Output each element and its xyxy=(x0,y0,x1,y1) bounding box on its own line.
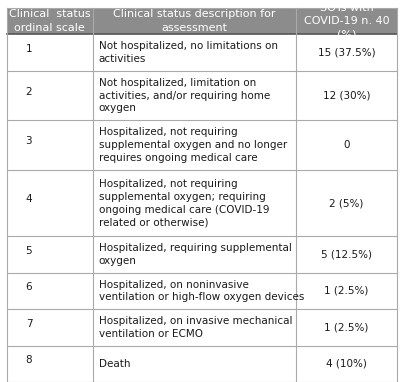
Text: Clinical  status
ordinal scale: Clinical status ordinal scale xyxy=(9,10,90,32)
Bar xyxy=(93,309,296,346)
Bar xyxy=(93,120,296,170)
Text: 4 (10%): 4 (10%) xyxy=(326,359,367,369)
Bar xyxy=(296,120,398,170)
Text: Not hospitalized, no limitations on
activities: Not hospitalized, no limitations on acti… xyxy=(98,41,278,64)
Text: 1: 1 xyxy=(26,44,32,54)
Bar xyxy=(296,170,398,236)
Text: SOTs with
COVID-19 n. 40
(%): SOTs with COVID-19 n. 40 (%) xyxy=(304,3,390,39)
Bar xyxy=(7,120,93,170)
Text: 4: 4 xyxy=(26,194,32,204)
Text: Hospitalized, on noninvasive
ventilation or high-flow oxygen devices: Hospitalized, on noninvasive ventilation… xyxy=(98,280,304,302)
Bar xyxy=(7,8,93,34)
Text: Hospitalized, not requiring
supplemental oxygen and no longer
requires ongoing m: Hospitalized, not requiring supplemental… xyxy=(98,128,287,163)
Text: 2 (5%): 2 (5%) xyxy=(330,198,364,208)
Bar xyxy=(7,236,93,273)
Text: 5: 5 xyxy=(26,246,32,256)
Text: Hospitalized, not requiring
supplemental oxygen; requiring
ongoing medical care : Hospitalized, not requiring supplemental… xyxy=(98,179,269,227)
Bar xyxy=(7,34,93,71)
Text: 8: 8 xyxy=(26,355,32,365)
Bar xyxy=(93,273,296,309)
Text: 15 (37.5%): 15 (37.5%) xyxy=(318,47,376,57)
Bar xyxy=(296,71,398,120)
Text: 1 (2.5%): 1 (2.5%) xyxy=(324,322,369,332)
Text: Hospitalized, on invasive mechanical
ventilation or ECMO: Hospitalized, on invasive mechanical ven… xyxy=(98,316,292,339)
Text: 6: 6 xyxy=(26,282,32,292)
Text: 2: 2 xyxy=(26,87,32,97)
Bar xyxy=(296,34,398,71)
Text: Clinical status description for
assessment: Clinical status description for assessme… xyxy=(113,10,276,32)
Bar xyxy=(296,236,398,273)
Bar xyxy=(296,309,398,346)
Text: Hospitalized, requiring supplemental
oxygen: Hospitalized, requiring supplemental oxy… xyxy=(98,243,292,266)
Bar xyxy=(93,8,296,34)
Text: 5 (12.5%): 5 (12.5%) xyxy=(321,249,372,259)
Bar xyxy=(7,309,93,346)
Bar xyxy=(93,170,296,236)
Text: 7: 7 xyxy=(26,319,32,329)
Bar xyxy=(7,346,93,382)
Bar xyxy=(296,8,398,34)
Bar xyxy=(7,71,93,120)
Bar xyxy=(93,34,296,71)
Text: 1 (2.5%): 1 (2.5%) xyxy=(324,286,369,296)
Text: 3: 3 xyxy=(26,136,32,146)
Bar xyxy=(93,71,296,120)
Bar xyxy=(93,346,296,382)
Bar xyxy=(296,346,398,382)
Bar xyxy=(296,273,398,309)
Bar xyxy=(93,236,296,273)
Text: Death: Death xyxy=(98,359,130,369)
Bar xyxy=(7,273,93,309)
Bar xyxy=(7,170,93,236)
Text: Not hospitalized, limitation on
activities, and/or requiring home
oxygen: Not hospitalized, limitation on activiti… xyxy=(98,78,270,113)
Text: 12 (30%): 12 (30%) xyxy=(323,91,370,100)
Text: 0: 0 xyxy=(344,140,350,150)
